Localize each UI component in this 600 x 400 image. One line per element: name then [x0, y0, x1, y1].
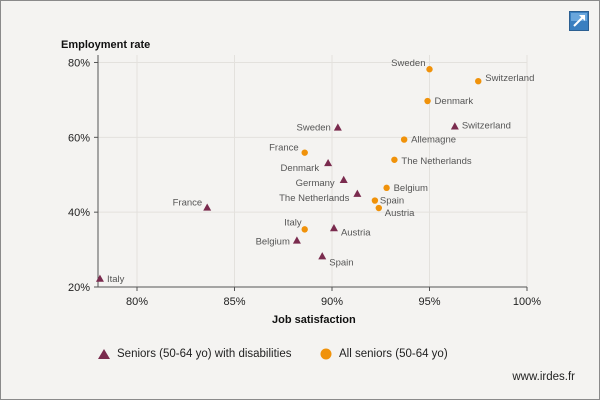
circle-point-allemagne	[400, 136, 408, 143]
triangle-marker-icon	[98, 349, 110, 359]
circle-point-spain	[371, 197, 379, 204]
tick-labels: 80% 85% 90% 95% 100% 20% 40% 60% 80%	[68, 57, 541, 308]
point-label-italy: Italy	[284, 217, 302, 228]
expand-arrow-icon[interactable]	[569, 11, 589, 31]
legend-item-disabilities: Seniors (50-64 yo) with disabilities	[97, 348, 292, 360]
triangle-point-the-netherlands	[353, 189, 362, 197]
point-label-denmark: Denmark	[435, 96, 474, 107]
point-label-germany: Germany	[296, 178, 335, 189]
point-labels: Italy France Sweden Denmark Germany The Nethe…	[107, 58, 534, 285]
circle-point-denmark	[424, 97, 431, 105]
x-axis-title: Job satisfaction	[272, 314, 356, 326]
circle-point-the-netherlands	[391, 156, 398, 163]
x-tick-label: 100%	[513, 296, 541, 308]
point-label-switzerland: Switzerland	[462, 120, 511, 131]
legend-item-all-seniors: All seniors (50-64 yo)	[319, 348, 448, 360]
x-tick-label: 90%	[321, 296, 343, 308]
point-label-france: France	[269, 143, 299, 154]
data-points	[95, 66, 482, 282]
y-tick-label: 80%	[68, 57, 90, 69]
point-label-denmark: Denmark	[281, 163, 320, 174]
triangle-point-switzerland	[450, 122, 459, 130]
circle-point-italy	[301, 226, 308, 233]
circle-point-sweden	[426, 66, 433, 73]
circle-point-belgium	[383, 184, 390, 192]
triangle-point-belgium	[292, 236, 301, 244]
point-label-belgium: Belgium	[256, 237, 290, 248]
y-tick-label: 20%	[68, 282, 90, 294]
point-label-austria: Austria	[385, 208, 415, 219]
x-tick-label: 85%	[223, 296, 245, 308]
y-tick-label: 40%	[68, 207, 90, 219]
point-label-spain: Spain	[329, 257, 353, 268]
legend-label: All seniors (50-64 yo)	[339, 348, 448, 360]
triangle-point-france	[203, 203, 212, 211]
scatter-plot: 80% 85% 90% 95% 100% 20% 40% 60% 80% Italy France…	[61, 39, 541, 326]
source-credit: www.irdes.fr	[512, 371, 575, 383]
point-label-sweden: Sweden	[297, 123, 331, 134]
x-tick-label: 80%	[126, 296, 148, 308]
point-label-france: France	[173, 198, 203, 209]
circle-marker-icon	[320, 348, 332, 360]
point-label-italy: Italy	[107, 274, 125, 285]
circle-point-switzerland	[475, 77, 482, 85]
point-label-allemagne: Allemagne	[411, 135, 456, 146]
triangle-point-denmark	[324, 158, 333, 167]
triangle-point-italy	[95, 274, 104, 282]
legend-label: Seniors (50-64 yo) with disabilities	[117, 348, 292, 360]
point-label-austria: Austria	[341, 227, 371, 238]
point-label-spain: Spain	[380, 196, 404, 207]
triangle-point-sweden	[333, 123, 342, 131]
x-tick-label: 95%	[418, 296, 440, 308]
point-label-sweden: Sweden	[391, 58, 425, 69]
point-label-the-netherlands: The Netherlands	[401, 156, 471, 167]
point-label-belgium: Belgium	[394, 183, 428, 194]
point-label-switzerland: Switzerland	[485, 73, 534, 84]
y-axis-title: Employment rate	[61, 39, 150, 51]
circle-point-france	[301, 149, 308, 156]
point-label-the-netherlands: The Netherlands	[279, 193, 349, 204]
triangle-point-spain	[318, 252, 327, 260]
y-tick-label: 60%	[68, 132, 90, 144]
axes	[94, 55, 528, 291]
circle-point-austria	[375, 204, 382, 212]
triangle-point-germany	[339, 175, 348, 183]
triangle-point-austria	[329, 224, 338, 232]
